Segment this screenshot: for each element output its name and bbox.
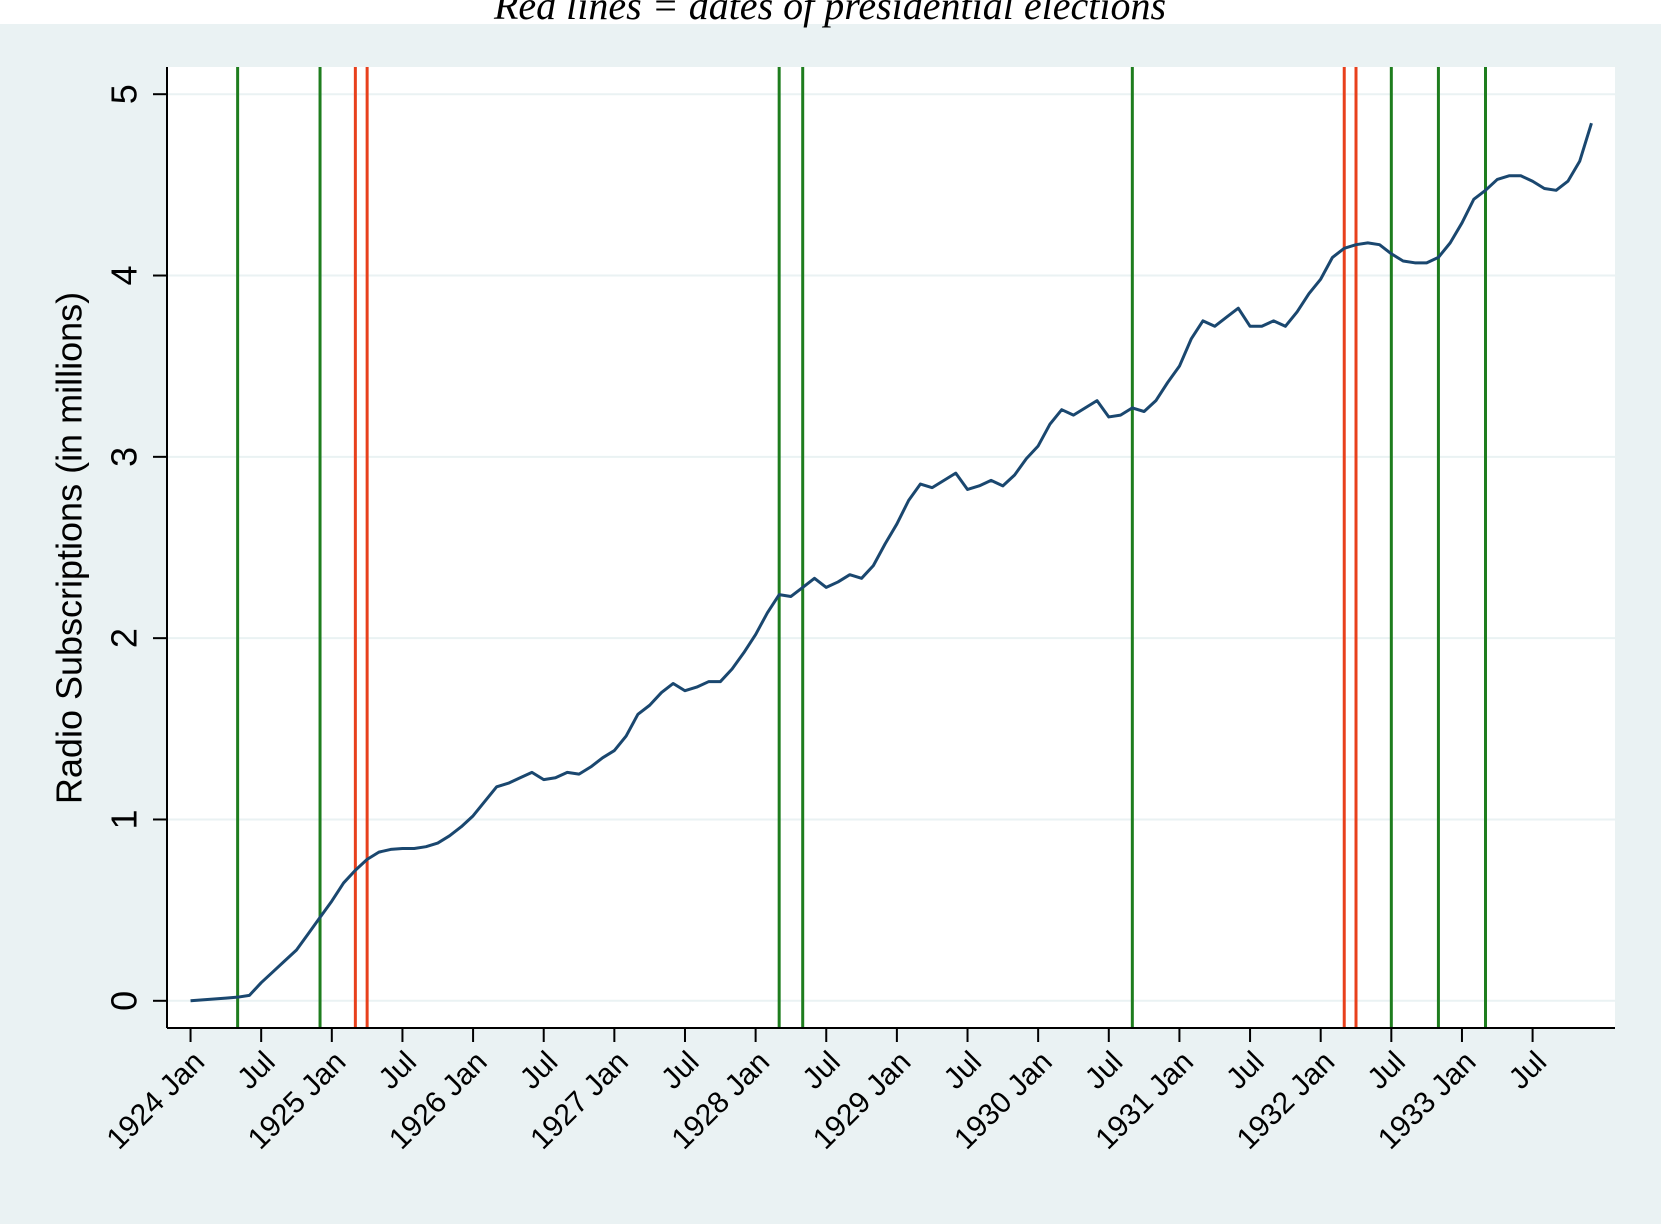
y-tick-label: 1 [104, 809, 145, 829]
y-tick-label: 3 [104, 447, 145, 467]
y-tick-label: 5 [104, 84, 145, 104]
chart-title: Red lines = dates of presidential electi… [493, 0, 1166, 28]
y-tick-label: 4 [104, 266, 145, 286]
y-tick-label: 2 [104, 628, 145, 648]
y-axis-title: Radio Subscriptions (in millions) [49, 292, 90, 804]
plot-area [167, 67, 1615, 1028]
data-line [190, 122, 1593, 1003]
y-tick-label: 0 [104, 991, 145, 1011]
